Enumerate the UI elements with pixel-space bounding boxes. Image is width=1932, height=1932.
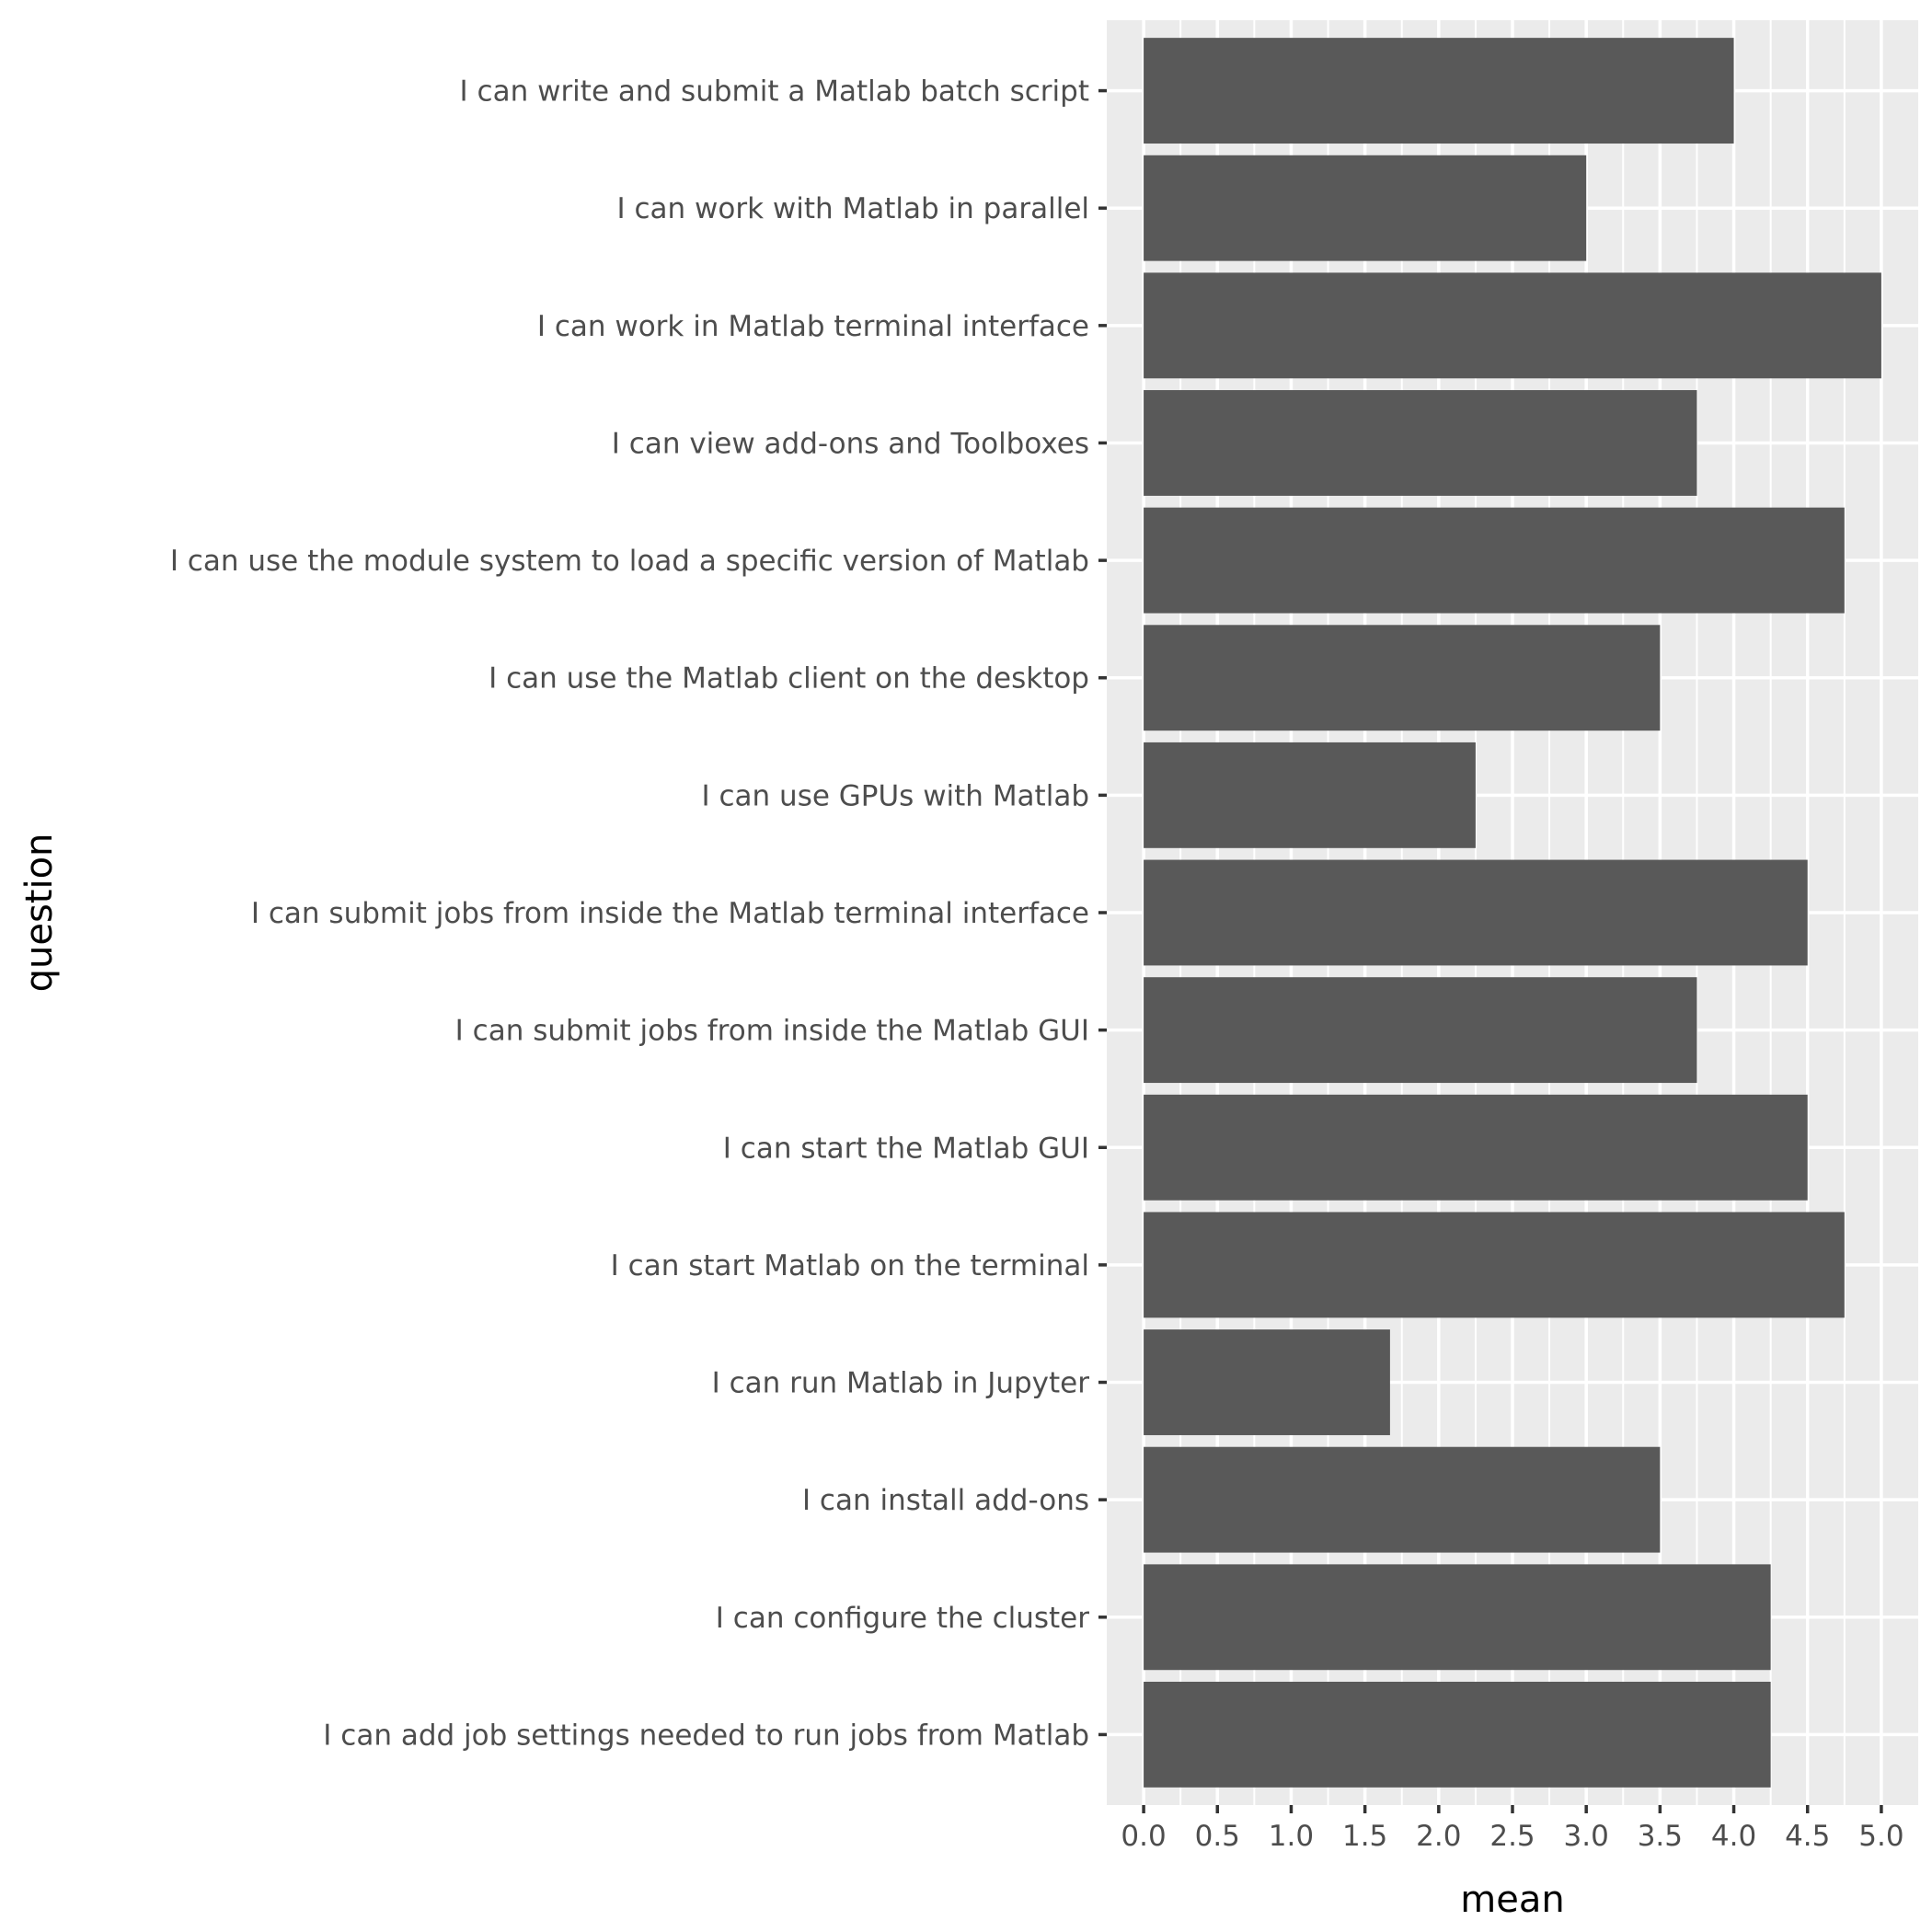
x-tick-label: 3.0 (1564, 1820, 1609, 1853)
bar (1144, 1564, 1771, 1671)
x-tick-label: 0.5 (1195, 1820, 1240, 1853)
y-tick-label: I can run Matlab in Jupyter (712, 1367, 1090, 1400)
y-tick-label: I can start Matlab on the terminal (611, 1249, 1089, 1282)
x-tick-label: 1.5 (1342, 1820, 1387, 1853)
y-tick-label: I can use GPUs with Matlab (702, 779, 1089, 812)
x-tick-label: 2.5 (1489, 1820, 1535, 1853)
y-tick-label: I can work in Matlab terminal interface (537, 310, 1089, 343)
y-tick-label: I can install add-ons (802, 1484, 1089, 1517)
bar (1144, 390, 1697, 496)
y-tick-label: I can use the module system to load a sp… (170, 545, 1089, 578)
y-axis-title: question (18, 834, 61, 993)
x-axis: 0.0 0.5 1.0 1.5 2.0 2.5 3.0 3.5 4.0 4.5 5.0 (1121, 1805, 1904, 1853)
x-tick-label: 4.5 (1785, 1820, 1830, 1853)
y-tick-label: I can add job settings needed to run job… (323, 1719, 1089, 1752)
bar (1144, 507, 1845, 614)
bar (1144, 272, 1881, 379)
y-tick-label: I can submit jobs from inside the Matlab… (455, 1015, 1089, 1048)
y-tick-label: I can write and submit a Matlab batch sc… (460, 75, 1089, 109)
bar (1144, 1681, 1771, 1788)
y-tick-label: I can use the Matlab client on the deskt… (489, 662, 1089, 696)
bars (1144, 38, 1881, 1788)
x-tick-label: 5.0 (1858, 1820, 1903, 1853)
x-tick-label: 0.0 (1121, 1820, 1166, 1853)
x-axis-title: mean (1460, 1879, 1564, 1921)
bar (1144, 742, 1476, 848)
y-tick-label: I can submit jobs from inside the Matlab… (251, 897, 1089, 930)
y-tick-label: I can view add-ons and Toolboxes (612, 427, 1089, 460)
y-tick-label: I can start the Matlab GUI (723, 1132, 1089, 1165)
bar (1144, 38, 1734, 144)
x-tick-label: 1.0 (1269, 1820, 1314, 1853)
bar (1144, 1446, 1661, 1553)
x-tick-label: 2.0 (1416, 1820, 1461, 1853)
y-axis: I can write and submit a Matlab batch sc… (170, 75, 1107, 1752)
bar (1144, 859, 1808, 966)
x-tick-label: 4.0 (1711, 1820, 1756, 1853)
bar (1144, 1212, 1845, 1318)
bar (1144, 977, 1697, 1084)
bar (1144, 155, 1587, 261)
y-tick-label: I can configure the cluster (716, 1602, 1089, 1635)
y-tick-label: I can work with Matlab in parallel (616, 192, 1089, 225)
bar (1144, 625, 1661, 731)
bar (1144, 1094, 1808, 1201)
bar (1144, 1329, 1390, 1435)
x-tick-label: 3.5 (1638, 1820, 1683, 1853)
